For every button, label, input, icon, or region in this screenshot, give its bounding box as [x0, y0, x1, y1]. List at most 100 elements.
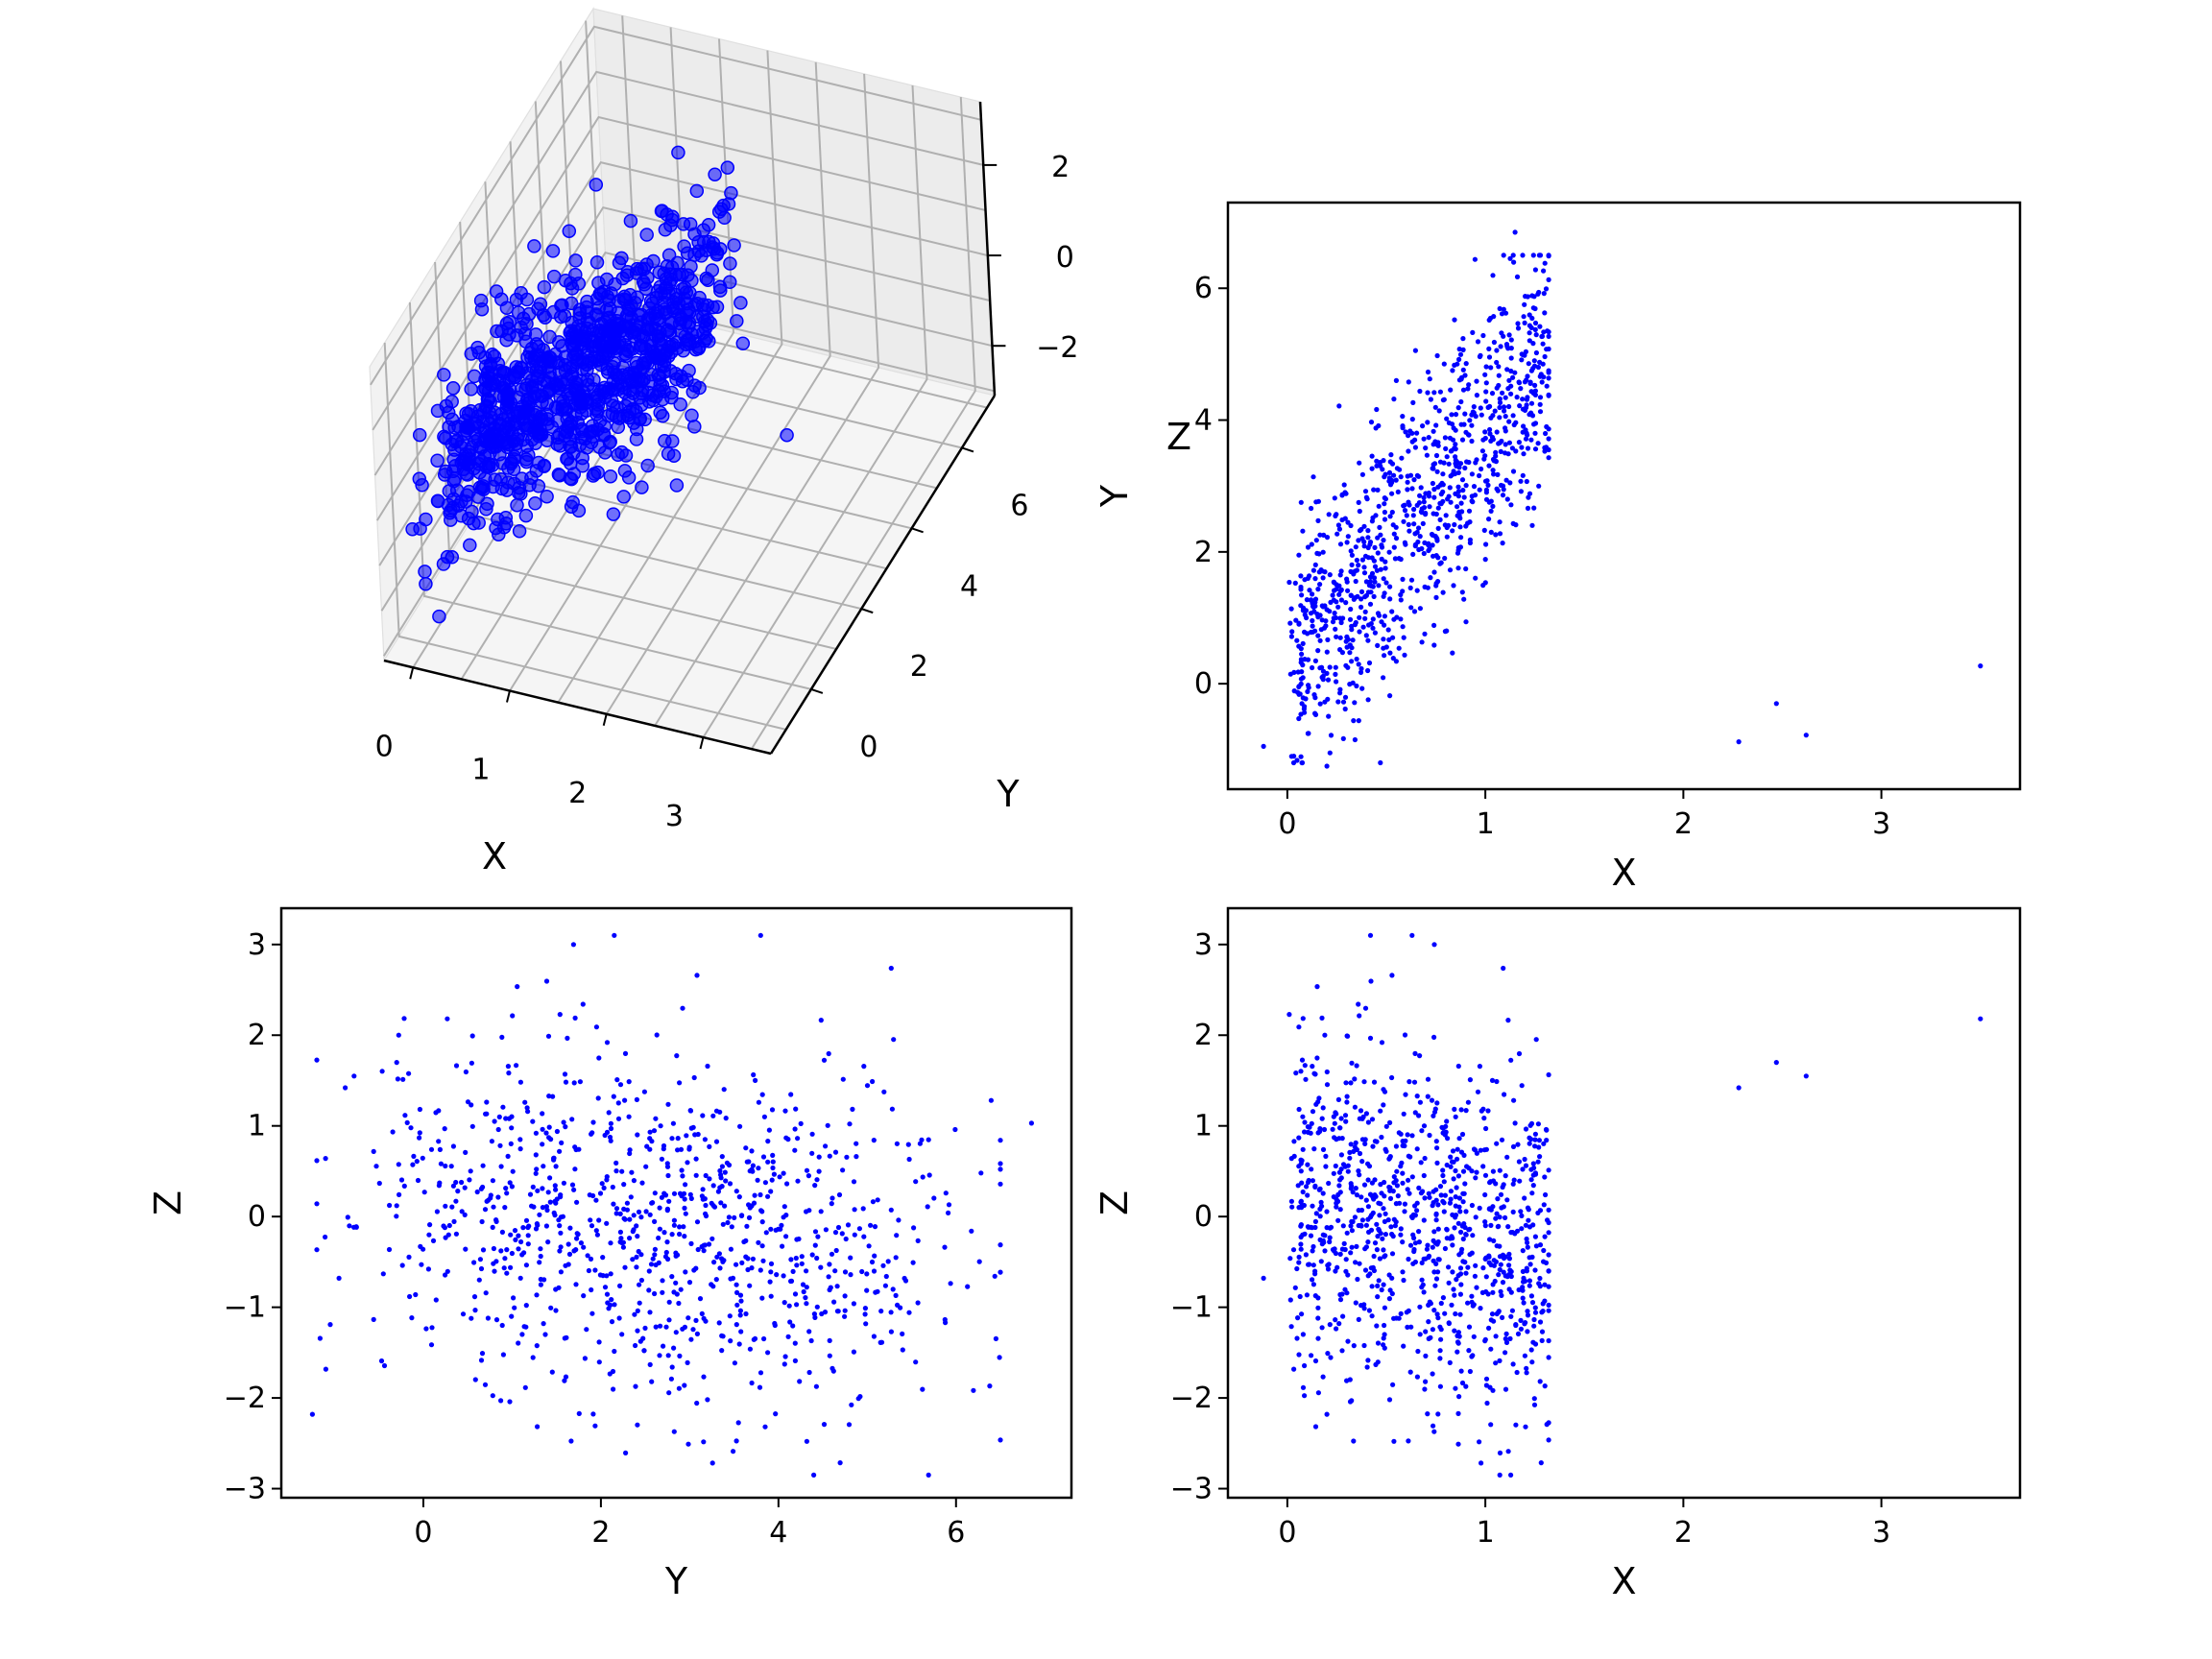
data-point: [599, 272, 614, 287]
data-point: [651, 1128, 658, 1134]
data-point: [1295, 669, 1301, 675]
data-point: [1497, 531, 1503, 537]
data-point: [1532, 1137, 1538, 1142]
data-point: [735, 1420, 741, 1426]
data-point: [1348, 606, 1354, 613]
data-point: [1497, 404, 1503, 411]
data-point: [1540, 341, 1546, 347]
data-point: [1505, 1224, 1511, 1230]
data-point: [1298, 1223, 1304, 1229]
data-point: [1493, 449, 1499, 455]
data-point: [498, 1248, 504, 1254]
data-point: [656, 1235, 661, 1241]
data-point: [1356, 499, 1361, 506]
data-point: [1388, 452, 1394, 458]
data-point: [1371, 487, 1377, 493]
data-point: [1396, 645, 1402, 651]
data-point: [602, 1285, 609, 1290]
data-point: [818, 1209, 824, 1214]
data-point: [617, 1229, 624, 1235]
x-axis-label: X: [482, 835, 507, 878]
data-point: [1407, 1242, 1414, 1248]
data-point: [631, 1178, 637, 1184]
data-point: [743, 1310, 749, 1317]
data-point: [1372, 630, 1378, 636]
data-point: [669, 1232, 675, 1238]
data-point: [1419, 639, 1425, 645]
data-point: [1455, 469, 1461, 475]
data-point: [1405, 1132, 1410, 1138]
data-point: [723, 1178, 729, 1184]
data-point: [1460, 1168, 1467, 1174]
data-point: [1310, 1109, 1316, 1115]
data-point: [1379, 1286, 1384, 1293]
data-point: [888, 965, 894, 972]
data-point: [804, 1167, 810, 1173]
data-point: [1483, 487, 1489, 493]
data-point: [569, 1117, 575, 1122]
scatter-points: [1261, 229, 1984, 769]
data-point: [1406, 379, 1411, 385]
data-point: [1539, 379, 1545, 385]
data-point: [992, 1273, 998, 1279]
data-point: [450, 1143, 456, 1149]
data-point: [890, 1286, 896, 1292]
data-point: [1477, 487, 1482, 493]
data-point: [309, 1411, 315, 1417]
data-point: [1434, 1160, 1440, 1166]
data-point: [448, 1164, 454, 1169]
data-point: [1465, 1264, 1471, 1270]
data-point: [1477, 1064, 1482, 1070]
data-point: [1546, 333, 1551, 339]
data-point: [685, 1160, 690, 1166]
data-point: [1450, 1148, 1456, 1154]
data-point: [1325, 1266, 1332, 1272]
data-point: [469, 1102, 474, 1108]
data-point: [1344, 1094, 1350, 1099]
data-point: [1287, 1256, 1293, 1262]
data-point: [781, 1170, 786, 1176]
data-point: [1361, 1079, 1367, 1085]
data-point: [1535, 1159, 1541, 1165]
data-point: [723, 256, 737, 271]
data-point: [1437, 389, 1443, 395]
data-point: [848, 1272, 854, 1278]
data-point: [1460, 1190, 1466, 1196]
data-point: [834, 1309, 841, 1314]
data-point: [1474, 1169, 1479, 1175]
data-point: [1409, 486, 1415, 492]
data-point: [445, 395, 459, 409]
data-point: [581, 1293, 587, 1299]
data-point: [1458, 1282, 1464, 1287]
data-point: [1417, 606, 1423, 612]
data-point: [1370, 1143, 1376, 1149]
data-point: [1542, 1234, 1548, 1239]
data-point: [551, 335, 566, 349]
data-point: [1363, 633, 1369, 638]
data-point: [1518, 386, 1524, 392]
data-point: [1375, 1340, 1382, 1346]
data-point: [1327, 1235, 1333, 1240]
data-point: [1374, 567, 1380, 573]
data-point: [768, 1189, 774, 1194]
data-point: [666, 1317, 672, 1323]
data-point: [1381, 1247, 1386, 1253]
data-point: [1315, 1305, 1321, 1310]
data-point: [1360, 624, 1366, 630]
data-point: [682, 1196, 687, 1202]
data-point: [926, 1172, 932, 1178]
y-axis-label: Z: [1094, 1190, 1136, 1215]
data-point: [1532, 1267, 1538, 1273]
data-point: [1323, 618, 1329, 624]
data-point: [769, 1107, 776, 1113]
data-point: [677, 1353, 683, 1358]
data-point: [553, 1164, 559, 1169]
data-point: [1373, 1361, 1379, 1367]
data-point: [703, 1202, 709, 1209]
data-point: [1417, 388, 1423, 395]
data-point: [443, 1163, 448, 1169]
data-point: [410, 1162, 416, 1167]
data-point: [1389, 1231, 1395, 1238]
data-point: [654, 1032, 660, 1038]
data-point: [1433, 1276, 1440, 1282]
